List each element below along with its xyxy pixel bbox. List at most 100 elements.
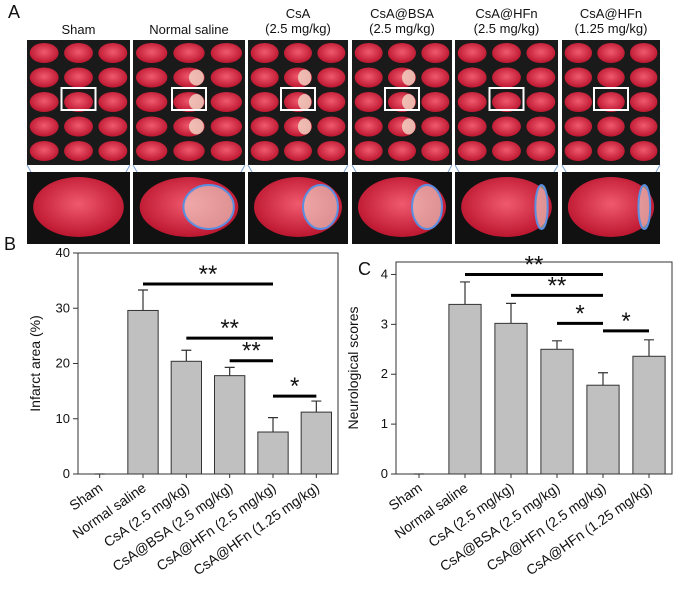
zoom-line	[26, 164, 32, 173]
axes-frame	[395, 261, 673, 475]
brain-slice	[98, 116, 128, 137]
brain-slice	[317, 67, 346, 88]
bar	[300, 411, 332, 475]
lesion	[189, 69, 204, 86]
brain-slice	[629, 92, 658, 112]
bar	[632, 355, 666, 475]
zoom-line	[125, 164, 131, 173]
brain-slice	[64, 116, 93, 137]
error-bar	[138, 289, 148, 311]
significance-label: **	[199, 261, 218, 288]
brain-slice	[173, 141, 205, 161]
bar	[540, 348, 574, 475]
brain-slice	[597, 92, 625, 112]
error-bar	[552, 340, 562, 350]
brain-slice	[29, 141, 59, 161]
error-bar	[460, 281, 470, 305]
bar	[127, 309, 159, 475]
bar	[257, 431, 289, 475]
brain-slice	[564, 67, 593, 88]
bar	[170, 360, 203, 475]
lesion	[298, 69, 312, 86]
brain-slice	[29, 43, 59, 63]
error-bar	[181, 349, 192, 362]
brain-slice	[526, 43, 556, 63]
brain-slice	[564, 141, 593, 161]
brain-slice	[564, 116, 593, 137]
brain-slice	[421, 116, 450, 137]
y-tick-label: 4	[381, 266, 388, 281]
brain-slice	[317, 92, 346, 112]
significance-label: *	[290, 373, 299, 400]
error-bar	[506, 302, 516, 324]
error-bar	[224, 366, 235, 376]
brain-slice	[629, 141, 658, 161]
brain-slice	[135, 116, 168, 137]
y-tick-label: 1	[381, 416, 388, 431]
brain-zoom	[461, 177, 552, 237]
brain-slice	[597, 43, 625, 63]
brain-slice	[210, 67, 243, 88]
brain-slice	[629, 116, 658, 137]
y-tick-label: 10	[56, 411, 70, 426]
brain-slice	[29, 116, 59, 137]
brain-slice	[457, 43, 487, 63]
y-tick-label: 0	[381, 466, 388, 481]
brain-slice	[354, 116, 383, 137]
y-axis-label: Infarct area (%)	[27, 315, 43, 411]
zoom-line	[132, 164, 138, 173]
brain-slice	[250, 92, 279, 112]
brain-slice	[98, 141, 128, 161]
brain-slice	[64, 141, 93, 161]
lesion	[298, 118, 312, 135]
group-label: (1.25 mg/kg)	[575, 21, 648, 36]
brain-slice	[564, 92, 593, 112]
brain-slice	[210, 141, 243, 161]
brain-slice	[457, 67, 487, 88]
y-tick-label: 40	[56, 245, 70, 260]
brain-zoom	[567, 177, 655, 237]
brain-slice	[317, 43, 346, 63]
bar	[214, 375, 246, 475]
brain-slice	[492, 141, 521, 161]
lesion-outline	[637, 184, 652, 230]
brain-slice	[597, 67, 625, 88]
brain-slice	[250, 116, 279, 137]
brain-slice	[64, 67, 93, 88]
significance-label: **	[525, 251, 544, 278]
brain-slice	[29, 67, 59, 88]
brain-slice	[135, 141, 168, 161]
zoom-line	[447, 164, 453, 173]
error-bar	[598, 372, 608, 386]
zoom-line	[655, 164, 661, 173]
brain-slice	[526, 141, 556, 161]
brain-slice	[98, 43, 128, 63]
brain-slice	[210, 92, 243, 112]
zoom-box	[488, 87, 525, 111]
lesion-outline	[302, 184, 339, 230]
brain-slice	[284, 141, 312, 161]
brain-slice	[250, 141, 279, 161]
group-label: Normal saline	[149, 22, 228, 37]
y-tick-label: 3	[381, 316, 388, 331]
brain-slice	[250, 43, 279, 63]
brain-slice	[629, 67, 658, 88]
zoom-box	[60, 87, 97, 111]
y-tick-label: 30	[56, 300, 70, 315]
brain-slice	[421, 92, 450, 112]
bar	[586, 384, 620, 475]
group-label: (2.5 mg/kg)	[369, 21, 435, 36]
brain-slice	[597, 116, 625, 137]
brain-slice	[564, 43, 593, 63]
group-label: Sham	[62, 22, 96, 37]
brain-slice	[457, 116, 487, 137]
bar	[494, 322, 528, 475]
lesion-outline	[411, 184, 443, 230]
brain-slice	[210, 43, 243, 63]
brain-slice	[250, 67, 279, 88]
zoom-box	[171, 87, 207, 111]
lesion	[298, 94, 312, 110]
error-bar	[268, 417, 278, 433]
